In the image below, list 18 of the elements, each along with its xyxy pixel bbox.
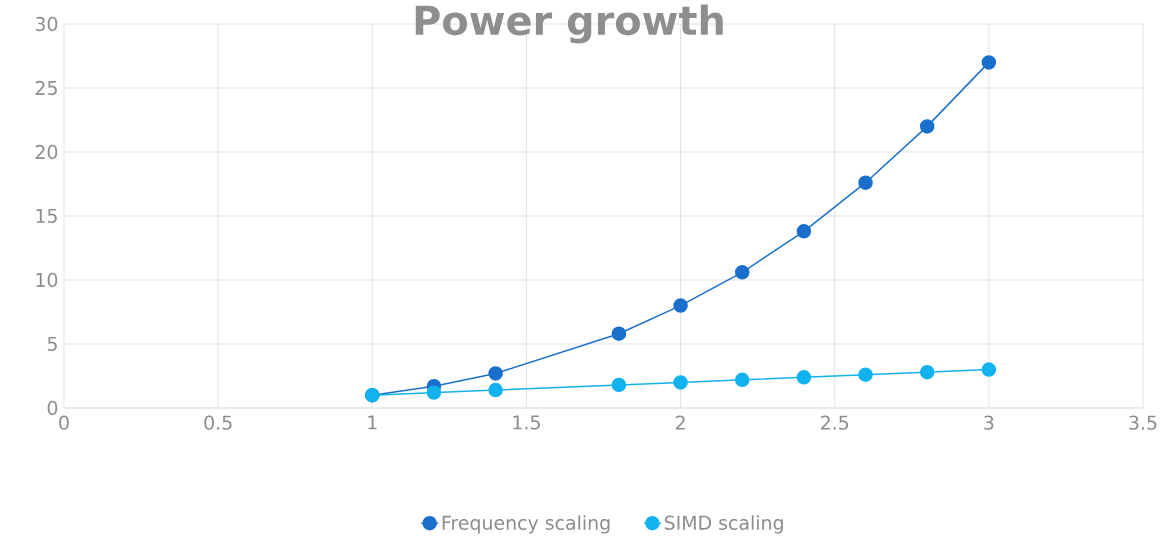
legend-label: SIMD scaling [664,515,783,534]
y-tick-label: 10 [36,272,58,288]
x-tick-label: 1.5 [513,415,540,430]
x-tick-label: 3.5 [1129,415,1157,430]
y-tick-label: 0 [47,400,58,416]
x-tick-label: 1 [368,415,377,430]
y-tick-label: 20 [35,144,58,160]
x-tick-label: 2 [675,415,685,430]
y-tick-label: 25 [35,80,57,96]
x-tick-label: 0 [59,415,69,430]
chart-title: Power growth [415,4,723,44]
x-tick-label: 0.5 [204,415,232,430]
y-tick-label: 5 [47,336,57,352]
x-tick-label: 3 [984,415,994,430]
x-tick-label: 2.5 [821,415,849,430]
y-tick-label: 30 [35,16,58,32]
legend-label: Frequency scaling [442,515,610,534]
y-tick-label: 15 [36,208,57,224]
